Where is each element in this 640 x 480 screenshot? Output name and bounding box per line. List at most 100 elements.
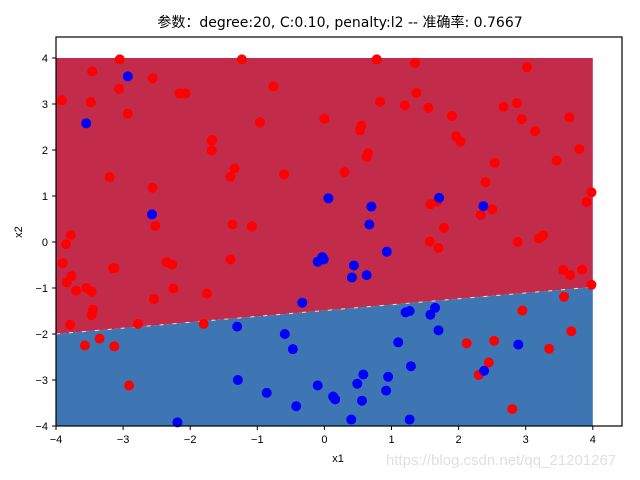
data-point bbox=[323, 193, 334, 204]
data-point bbox=[522, 62, 533, 73]
data-point bbox=[232, 321, 243, 332]
data-point bbox=[489, 157, 500, 168]
watermark: https://blog.csdn.net/qq_21201267 bbox=[386, 452, 617, 469]
data-point bbox=[361, 151, 372, 162]
y-tick-label: 2 bbox=[42, 145, 48, 157]
data-point bbox=[530, 126, 541, 137]
data-point bbox=[574, 144, 585, 155]
data-point bbox=[104, 172, 115, 183]
data-point bbox=[356, 120, 367, 131]
data-point bbox=[586, 187, 597, 198]
data-point bbox=[566, 326, 577, 337]
data-point bbox=[434, 192, 445, 203]
data-point bbox=[564, 270, 575, 281]
data-point bbox=[227, 219, 238, 230]
data-point bbox=[438, 222, 449, 233]
data-point bbox=[581, 196, 592, 207]
data-point bbox=[319, 113, 330, 124]
data-point bbox=[544, 343, 555, 354]
data-point bbox=[86, 286, 97, 297]
data-point bbox=[577, 264, 588, 275]
data-point bbox=[87, 66, 98, 77]
data-point bbox=[57, 95, 68, 106]
data-point bbox=[478, 201, 489, 212]
data-point bbox=[517, 305, 528, 316]
data-point bbox=[291, 401, 302, 412]
data-point bbox=[446, 110, 457, 121]
x-tick-label: −2 bbox=[184, 434, 197, 446]
data-point bbox=[433, 242, 444, 253]
data-point bbox=[433, 325, 444, 336]
data-point bbox=[232, 375, 243, 385]
data-point bbox=[512, 237, 523, 247]
data-point bbox=[339, 167, 350, 178]
y-tick-label: −2 bbox=[35, 329, 48, 341]
data-point bbox=[109, 341, 120, 352]
data-point bbox=[346, 414, 357, 425]
data-point bbox=[236, 54, 247, 65]
data-point bbox=[507, 403, 518, 414]
data-point bbox=[71, 285, 82, 296]
data-point bbox=[564, 112, 575, 123]
data-point bbox=[147, 73, 158, 84]
data-point bbox=[383, 371, 394, 382]
data-point bbox=[81, 118, 92, 129]
data-point bbox=[109, 263, 120, 274]
data-point bbox=[487, 204, 498, 215]
data-point bbox=[279, 329, 290, 339]
data-point bbox=[405, 361, 416, 372]
data-point bbox=[409, 58, 420, 69]
data-point bbox=[375, 96, 386, 107]
data-point bbox=[246, 221, 257, 232]
data-point bbox=[361, 270, 372, 281]
data-point bbox=[122, 108, 133, 119]
x-axis-ticks: −4 −3 −2 −1 0 1 2 3 4 bbox=[50, 426, 596, 446]
data-point bbox=[172, 417, 183, 428]
data-point bbox=[330, 394, 341, 405]
data-point bbox=[180, 88, 191, 99]
x-axis-label: x1 bbox=[332, 453, 344, 465]
data-point bbox=[207, 134, 218, 145]
y-tick-label: 0 bbox=[42, 237, 48, 249]
data-point bbox=[393, 337, 404, 348]
data-point bbox=[57, 258, 68, 269]
x-tick-label: −1 bbox=[251, 434, 264, 446]
data-point bbox=[297, 297, 308, 308]
data-point bbox=[79, 340, 90, 351]
data-point bbox=[511, 98, 522, 109]
data-point bbox=[146, 209, 157, 220]
data-point bbox=[516, 114, 527, 125]
data-point bbox=[348, 260, 359, 271]
data-point bbox=[261, 387, 272, 398]
data-point bbox=[150, 220, 161, 231]
data-point bbox=[461, 338, 472, 349]
data-point bbox=[455, 136, 466, 147]
y-tick-label: 1 bbox=[42, 191, 48, 203]
data-point bbox=[167, 259, 178, 270]
data-point bbox=[381, 385, 392, 396]
x-tick-label: −3 bbox=[117, 434, 130, 446]
data-point bbox=[475, 209, 486, 220]
data-point bbox=[551, 155, 562, 166]
data-point bbox=[124, 380, 135, 391]
data-point bbox=[287, 344, 298, 355]
region-class-2 bbox=[56, 287, 593, 426]
data-point bbox=[400, 307, 411, 318]
data-point bbox=[122, 71, 133, 82]
data-point bbox=[371, 54, 382, 65]
data-point bbox=[206, 145, 217, 156]
y-tick-label: −1 bbox=[35, 283, 48, 295]
y-tick-label: 3 bbox=[42, 99, 48, 111]
data-point bbox=[364, 219, 375, 230]
decision-regions bbox=[55, 58, 593, 426]
data-point bbox=[430, 302, 441, 313]
data-point bbox=[366, 201, 377, 212]
data-point bbox=[489, 335, 500, 346]
y-axis-ticks: 4 3 2 1 0 −1 −2 −3 −4 bbox=[35, 53, 56, 433]
data-point bbox=[279, 169, 290, 180]
data-point bbox=[61, 277, 72, 288]
data-point bbox=[225, 254, 236, 265]
y-axis-label: x2 bbox=[13, 226, 25, 238]
data-point bbox=[254, 117, 265, 128]
